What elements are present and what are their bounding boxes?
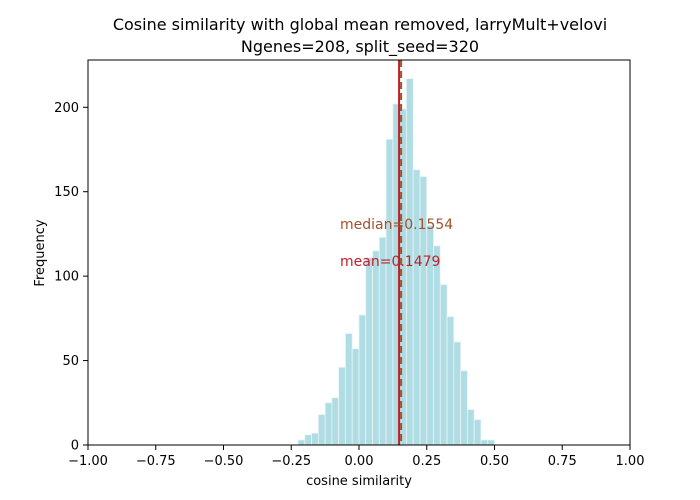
x-tick-label: 0.50 xyxy=(480,454,509,469)
histogram-bar xyxy=(433,245,441,446)
reference-lines xyxy=(398,60,403,445)
histogram-bar xyxy=(385,138,394,446)
mean-annotation: mean=0.1479 xyxy=(340,254,440,270)
histogram-bar xyxy=(324,402,333,446)
x-tick-label: 0.00 xyxy=(345,454,374,469)
histogram-bar xyxy=(351,348,360,446)
y-tick-label: 0 xyxy=(71,439,79,454)
annotations: median=0.1554 mean=0.1479 xyxy=(340,217,453,270)
histogram-bar xyxy=(446,316,455,446)
x-tick-label: 0.25 xyxy=(412,454,441,469)
histogram-bar xyxy=(372,250,380,446)
x-tick-label: 1.00 xyxy=(616,454,645,469)
histogram-bar xyxy=(317,414,326,446)
histogram-bar xyxy=(365,257,373,446)
y-axis-label: Frequency xyxy=(33,219,48,286)
chart-title: Cosine similarity with global mean remov… xyxy=(113,15,607,34)
chart-subtitle: Ngenes=208, split_seed=320 xyxy=(241,37,479,57)
histogram-bar xyxy=(412,169,421,446)
x-tick-label: −1.00 xyxy=(68,454,108,469)
y-tick-label: 100 xyxy=(54,270,79,285)
histogram-bar xyxy=(331,397,340,446)
x-axis-label: cosine similarity xyxy=(306,474,412,489)
histogram-bar xyxy=(473,419,482,446)
median-annotation: median=0.1554 xyxy=(340,217,453,233)
x-tick-label: −0.50 xyxy=(204,454,244,469)
x-tick-label: 0.75 xyxy=(548,454,577,469)
histogram-bar xyxy=(345,333,353,446)
y-tick-label: 50 xyxy=(62,354,79,369)
histogram-bar xyxy=(297,439,306,446)
histogram-bar xyxy=(304,434,312,446)
y-axis-ticks: 0 50 100 150 200 xyxy=(54,101,88,454)
histogram-bar xyxy=(338,366,346,446)
histogram-bar xyxy=(466,409,475,446)
x-axis-ticks: −1.00 −0.75 −0.50 −0.25 0.00 0.25 0.50 0.75 1.00 xyxy=(68,445,644,469)
histogram-bar xyxy=(439,284,448,446)
y-tick-label: 200 xyxy=(54,101,79,116)
histogram-bar xyxy=(453,341,462,446)
y-tick-label: 150 xyxy=(54,185,79,200)
x-tick-label: −0.75 xyxy=(136,454,176,469)
histogram-bar xyxy=(480,439,489,446)
histogram-bars xyxy=(297,78,495,446)
x-tick-label: −0.25 xyxy=(271,454,311,469)
histogram-bar xyxy=(311,432,319,446)
histogram-bar xyxy=(487,439,495,446)
histogram-bar xyxy=(460,370,468,446)
histogram-bar xyxy=(358,314,367,446)
